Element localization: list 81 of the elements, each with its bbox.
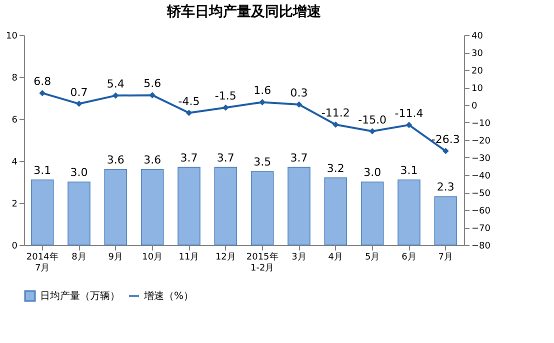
x-tick-label: 8月	[72, 252, 86, 262]
y2-tick-label: 10	[472, 84, 484, 94]
y2-tick-label: 0	[472, 102, 478, 112]
y-tick-label: 10	[6, 32, 18, 42]
y2-tick-label: −70	[472, 224, 491, 234]
bar	[104, 169, 128, 246]
y-tick-label: 2	[12, 200, 18, 210]
bar	[140, 169, 164, 246]
bar	[398, 180, 420, 246]
x-tick-label: 10月	[142, 252, 163, 262]
y2-tick-label: 40	[472, 32, 484, 42]
data-label: 3.5	[254, 156, 272, 168]
x-tick-label: 2015年 1-2月	[246, 252, 278, 274]
y-tick-label: 6	[12, 116, 18, 126]
point	[406, 122, 412, 128]
y2-tick-label: 30	[472, 49, 484, 59]
data-label: 3.7	[216, 151, 234, 164]
data-label: -15.0	[358, 113, 387, 126]
bar	[30, 180, 54, 246]
y2-tick-label: −20	[472, 136, 491, 146]
y2-tick-label: −50	[472, 189, 491, 199]
point	[442, 148, 449, 154]
data-label: 3.1	[34, 164, 52, 177]
data-label: 5.4	[106, 78, 124, 91]
data-label: -4.5	[178, 94, 200, 108]
data-label: 3.1	[400, 164, 418, 177]
y2-tick-label: −60	[472, 206, 491, 216]
y2-tick-label: −40	[472, 172, 491, 182]
x-tick-label: 3月	[292, 252, 306, 262]
y2-tick-label: −30	[472, 154, 491, 164]
x-tick-label: 9月	[108, 252, 124, 262]
data-label: -11.4	[394, 106, 424, 120]
bar	[288, 166, 310, 246]
x-tick-label: 5月	[364, 252, 380, 262]
data-label: 5.6	[144, 77, 162, 90]
point	[186, 110, 192, 116]
x-tick-label: 2014年 7月	[26, 252, 58, 274]
y2-tick-label: −10	[472, 119, 491, 129]
bar	[250, 171, 274, 246]
legend-label: 日均产量（万辆）	[40, 290, 120, 302]
data-label: 3.0	[70, 166, 88, 179]
bar	[214, 166, 238, 246]
y2-tick-label: −80	[472, 242, 491, 252]
bar	[360, 182, 384, 246]
bar	[324, 177, 348, 246]
bar	[434, 196, 458, 246]
y-tick-label: 4	[12, 158, 18, 168]
x-tick-label: 12月	[215, 252, 236, 262]
y-tick-label: 8	[12, 74, 18, 84]
data-label: -11.2	[321, 106, 350, 120]
point	[259, 99, 266, 106]
point	[39, 90, 46, 96]
data-label: 1.6	[254, 84, 272, 98]
x-tick-label: 11月	[178, 252, 200, 262]
y2-tick-label: 20	[472, 66, 484, 76]
data-label: 3.6	[106, 153, 124, 166]
x-tick-label: 6月	[402, 252, 416, 262]
data-label: -1.5	[214, 90, 236, 103]
y-tick-label: 0	[12, 242, 18, 252]
data-label: 3.7	[180, 151, 198, 164]
data-label: 2.3	[436, 180, 454, 194]
point	[296, 101, 302, 108]
data-label: 3.0	[364, 166, 382, 179]
data-label: 6.8	[34, 75, 52, 88]
point	[369, 128, 376, 134]
data-label: 3.2	[326, 162, 344, 175]
point	[76, 100, 82, 107]
data-label: 3.6	[144, 153, 162, 166]
bar	[68, 182, 90, 246]
bar	[178, 166, 200, 246]
data-label: 0.7	[70, 86, 88, 99]
x-tick-label: 4月	[328, 252, 344, 262]
data-label: -26.3	[431, 133, 460, 146]
point	[332, 121, 339, 128]
point	[112, 92, 119, 99]
chart-title: 轿车日均产量及同比增速	[166, 3, 322, 20]
point	[222, 104, 229, 111]
data-label: 0.3	[290, 86, 308, 100]
data-label: 3.7	[290, 151, 308, 164]
x-tick-label: 7月	[438, 252, 454, 262]
legend-label: 增速（%）	[143, 290, 194, 302]
